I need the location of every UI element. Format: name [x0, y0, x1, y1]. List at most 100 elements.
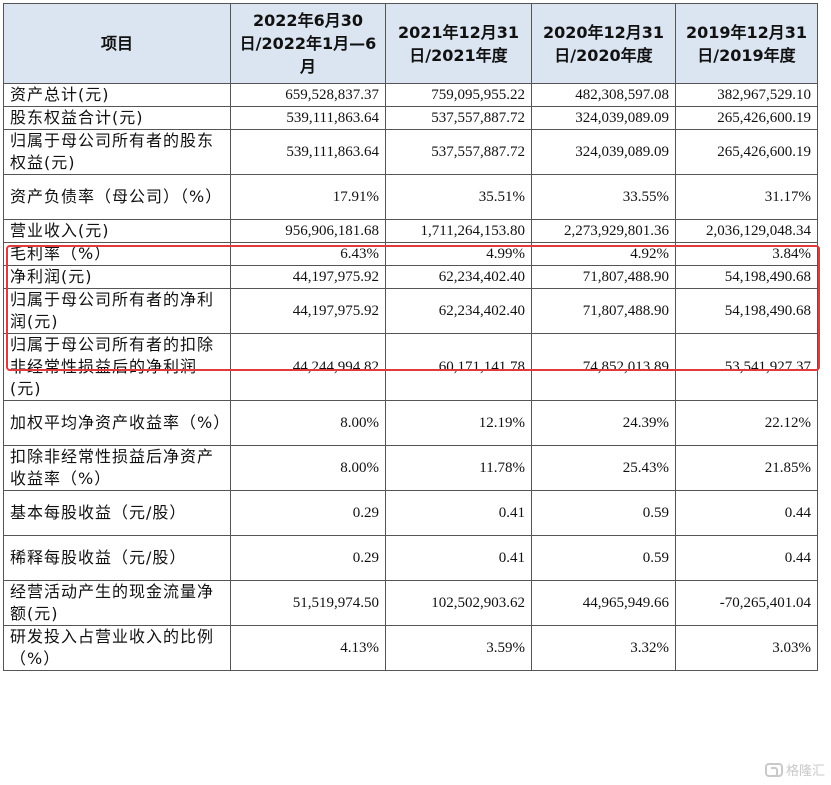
- table-row: 资产总计(元) 659,528,837.37 759,095,955.22 48…: [3, 83, 818, 107]
- cell-value: 0.41: [385, 535, 532, 581]
- gelonghui-logo-icon: [764, 762, 783, 777]
- cell-value: 0.29: [230, 490, 386, 536]
- table-row: 经营活动产生的现金流量净额(元) 51,519,974.50 102,502,9…: [3, 580, 818, 626]
- table-row: 净利润(元) 44,197,975.92 62,234,402.40 71,80…: [3, 265, 818, 289]
- header-period-2020: 2020年12月31日/2020年度: [531, 3, 676, 84]
- cell-value: 382,967,529.10: [675, 83, 818, 107]
- cell-value: 3.32%: [531, 625, 676, 671]
- cell-value: 0.59: [531, 490, 676, 536]
- cell-value: 71,807,488.90: [531, 265, 676, 289]
- header-item: 项目: [3, 3, 231, 84]
- cell-value: 0.59: [531, 535, 676, 581]
- cell-value: 759,095,955.22: [385, 83, 532, 107]
- cell-value: 0.44: [675, 535, 818, 581]
- row-label: 归属于母公司所有者的股东权益(元): [3, 129, 231, 175]
- row-label: 基本每股收益（元/股）: [3, 490, 231, 536]
- row-label: 资产总计(元): [3, 83, 231, 107]
- table-row: 归属于母公司所有者的净利润(元) 44,197,975.92 62,234,40…: [3, 288, 818, 334]
- table-row: 毛利率（%） 6.43% 4.99% 4.92% 3.84%: [3, 242, 818, 266]
- row-label: 扣除非经常性损益后净资产收益率（%）: [3, 445, 231, 491]
- row-label: 加权平均净资产收益率（%）: [3, 400, 231, 446]
- cell-value: 21.85%: [675, 445, 818, 491]
- cell-value: 1,711,264,153.80: [385, 219, 532, 243]
- table-row: 稀释每股收益（元/股） 0.29 0.41 0.59 0.44: [3, 535, 818, 581]
- table-row: 扣除非经常性损益后净资产收益率（%） 8.00% 11.78% 25.43% 2…: [3, 445, 818, 491]
- cell-value: 265,426,600.19: [675, 106, 818, 130]
- cell-value: 539,111,863.64: [230, 106, 386, 130]
- row-label: 净利润(元): [3, 265, 231, 289]
- cell-value: 31.17%: [675, 174, 818, 220]
- cell-value: 44,197,975.92: [230, 288, 386, 334]
- row-label: 归属于母公司所有者的扣除非经常性损益后的净利润(元): [3, 333, 231, 401]
- header-period-2019: 2019年12月31日/2019年度: [675, 3, 818, 84]
- row-label: 股东权益合计(元): [3, 106, 231, 130]
- table-row: 营业收入(元) 956,906,181.68 1,711,264,153.80 …: [3, 219, 818, 243]
- cell-value: 265,426,600.19: [675, 129, 818, 175]
- cell-value: 956,906,181.68: [230, 219, 386, 243]
- cell-value: 537,557,887.72: [385, 106, 532, 130]
- cell-value: 11.78%: [385, 445, 532, 491]
- row-label: 资产负债率（母公司）（%）: [3, 174, 231, 220]
- cell-value: 35.51%: [385, 174, 532, 220]
- cell-value: 537,557,887.72: [385, 129, 532, 175]
- header-period-2022h1: 2022年6月30日/2022年1月—6月: [230, 3, 386, 84]
- financial-data-table: 项目 2022年6月30日/2022年1月—6月 2021年12月31日/202…: [3, 3, 818, 671]
- cell-value: 44,244,994.82: [230, 333, 386, 401]
- cell-value: 74,852,013.89: [531, 333, 676, 401]
- row-label: 毛利率（%）: [3, 242, 231, 266]
- row-label: 营业收入(元): [3, 219, 231, 243]
- cell-value: 3.03%: [675, 625, 818, 671]
- cell-value: 2,273,929,801.36: [531, 219, 676, 243]
- header-period-2021: 2021年12月31日/2021年度: [385, 3, 532, 84]
- cell-value: 12.19%: [385, 400, 532, 446]
- cell-value: 44,965,949.66: [531, 580, 676, 626]
- watermark-text: 格隆汇: [785, 764, 825, 779]
- cell-value: 324,039,089.09: [531, 106, 676, 130]
- cell-value: 25.43%: [531, 445, 676, 491]
- table-row: 资产负债率（母公司）（%） 17.91% 35.51% 33.55% 31.17…: [3, 174, 818, 220]
- header-row: 项目 2022年6月30日/2022年1月—6月 2021年12月31日/202…: [3, 3, 818, 84]
- cell-value: 0.41: [385, 490, 532, 536]
- cell-value: 33.55%: [531, 174, 676, 220]
- table-row: 研发投入占营业收入的比例（%） 4.13% 3.59% 3.32% 3.03%: [3, 625, 818, 671]
- cell-value: 8.00%: [230, 400, 386, 446]
- cell-value: 54,198,490.68: [675, 288, 818, 334]
- cell-value: 53,541,927.37: [675, 333, 818, 401]
- cell-value: 60,171,141.78: [385, 333, 532, 401]
- cell-value: 62,234,402.40: [385, 288, 532, 334]
- cell-value: 3.59%: [385, 625, 532, 671]
- row-label: 归属于母公司所有者的净利润(元): [3, 288, 231, 334]
- cell-value: 4.92%: [531, 242, 676, 266]
- cell-value: 6.43%: [230, 242, 386, 266]
- table-row: 归属于母公司所有者的扣除非经常性损益后的净利润(元) 44,244,994.82…: [3, 333, 818, 401]
- cell-value: 22.12%: [675, 400, 818, 446]
- watermark: 格隆汇: [764, 760, 825, 779]
- cell-value: 3.84%: [675, 242, 818, 266]
- cell-value: 482,308,597.08: [531, 83, 676, 107]
- cell-value: 44,197,975.92: [230, 265, 386, 289]
- cell-value: 24.39%: [531, 400, 676, 446]
- cell-value: 324,039,089.09: [531, 129, 676, 175]
- table-row: 基本每股收益（元/股） 0.29 0.41 0.59 0.44: [3, 490, 818, 536]
- cell-value: 71,807,488.90: [531, 288, 676, 334]
- cell-value: 17.91%: [230, 174, 386, 220]
- cell-value: 4.99%: [385, 242, 532, 266]
- cell-value: 62,234,402.40: [385, 265, 532, 289]
- table-row: 归属于母公司所有者的股东权益(元) 539,111,863.64 537,557…: [3, 129, 818, 175]
- row-label: 经营活动产生的现金流量净额(元): [3, 580, 231, 626]
- cell-value: 54,198,490.68: [675, 265, 818, 289]
- cell-value: 0.44: [675, 490, 818, 536]
- table-row: 股东权益合计(元) 539,111,863.64 537,557,887.72 …: [3, 106, 818, 130]
- cell-value: 539,111,863.64: [230, 129, 386, 175]
- cell-value: 8.00%: [230, 445, 386, 491]
- cell-value: -70,265,401.04: [675, 580, 818, 626]
- cell-value: 102,502,903.62: [385, 580, 532, 626]
- cell-value: 4.13%: [230, 625, 386, 671]
- row-label: 稀释每股收益（元/股）: [3, 535, 231, 581]
- cell-value: 0.29: [230, 535, 386, 581]
- cell-value: 659,528,837.37: [230, 83, 386, 107]
- row-label: 研发投入占营业收入的比例（%）: [3, 625, 231, 671]
- cell-value: 2,036,129,048.34: [675, 219, 818, 243]
- table-row: 加权平均净资产收益率（%） 8.00% 12.19% 24.39% 22.12%: [3, 400, 818, 446]
- cell-value: 51,519,974.50: [230, 580, 386, 626]
